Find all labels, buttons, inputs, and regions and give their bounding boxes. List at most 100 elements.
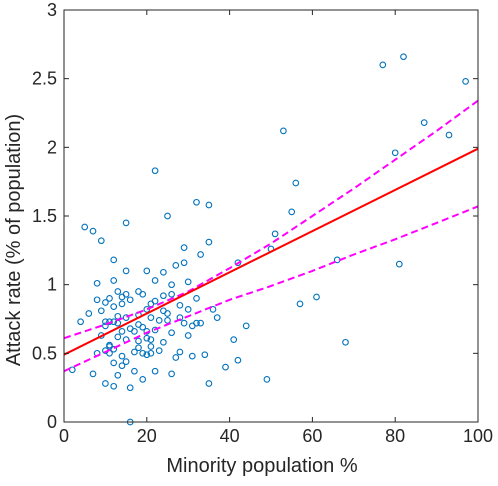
data-point [193,319,200,327]
data-point [122,314,130,321]
data-point [313,293,320,301]
data-point [168,329,175,337]
data-point [168,370,175,378]
data-point [379,61,387,69]
data-point [271,230,279,238]
y-tick-label: 0 [47,412,57,432]
x-tick-label: 100 [463,426,493,446]
data-point [68,366,76,374]
data-point [110,256,118,264]
data-point [197,319,204,327]
data-point [110,382,118,390]
data-point [168,290,175,298]
data-point [342,338,349,346]
data-point [126,384,134,392]
data-point [81,223,89,231]
data-point [143,267,151,275]
x-tick-label: 60 [302,426,322,446]
data-point [205,380,213,387]
data-point [102,299,109,306]
data-point [114,333,122,341]
data-point [89,370,97,378]
data-point [102,322,109,330]
data-point [205,238,213,246]
data-point [135,344,142,352]
tick-labels-group: 0 20 40 60 80 100 0 0.5 1 1.5 2 2.5 3 [32,0,493,446]
data-point [97,307,105,315]
data-point [93,296,101,304]
data-point [176,301,184,309]
x-tick-label: 80 [385,426,405,446]
data-point [172,262,180,269]
x-tick-label: 20 [137,426,157,446]
data-point [89,227,97,235]
data-point [143,334,151,342]
plot-area-frame [63,9,479,423]
data-point [164,310,171,317]
data-point [462,78,469,85]
data-point [222,363,229,371]
y-tick-label: 1 [47,275,57,295]
data-point [110,277,118,284]
data-point [139,376,147,383]
data-point [143,351,151,359]
data-point [184,332,192,339]
data-point [151,277,159,284]
data-point [391,149,399,157]
regression-fit-line [63,147,479,356]
data-point [180,259,188,267]
fit-lines-group [63,99,479,373]
data-point [151,167,159,175]
data-point [77,318,84,326]
data-point [139,290,147,298]
data-point [180,244,188,251]
data-point [296,300,304,308]
data-point [139,323,147,331]
data-point [102,380,109,387]
data-point [147,349,155,357]
data-point [176,348,184,356]
y-tick-label: 2.5 [32,69,57,89]
data-point [118,300,126,308]
data-point [85,310,93,317]
data-point [205,201,213,209]
data-point [110,303,118,310]
x-tick-label: 40 [220,426,240,446]
data-point [234,356,242,364]
data-point [118,362,126,370]
data-point [193,198,200,206]
data-point [201,351,209,359]
data-point [122,267,130,275]
data-point [143,306,151,313]
y-tick-label: 3 [47,0,57,20]
data-point [420,119,428,126]
data-point [131,328,138,335]
data-point [213,314,221,321]
data-point [97,237,105,245]
data-point [114,288,122,295]
data-point [184,278,192,286]
data-point [209,306,217,313]
data-point [93,279,101,287]
data-point [106,341,113,349]
data-point [160,292,167,300]
data-point [131,348,138,356]
data-point [114,371,122,379]
data-point [395,260,403,268]
data-point [445,131,453,139]
data-point [160,268,167,276]
data-point [155,317,163,324]
axes-group [63,9,479,423]
data-points-group [68,53,469,426]
data-point [110,359,118,367]
data-point [151,297,159,305]
data-point [151,326,159,334]
data-point [188,352,196,360]
data-point [172,354,180,361]
data-point [155,347,163,354]
data-point [135,337,142,345]
data-point [164,317,171,324]
data-point [292,179,300,187]
